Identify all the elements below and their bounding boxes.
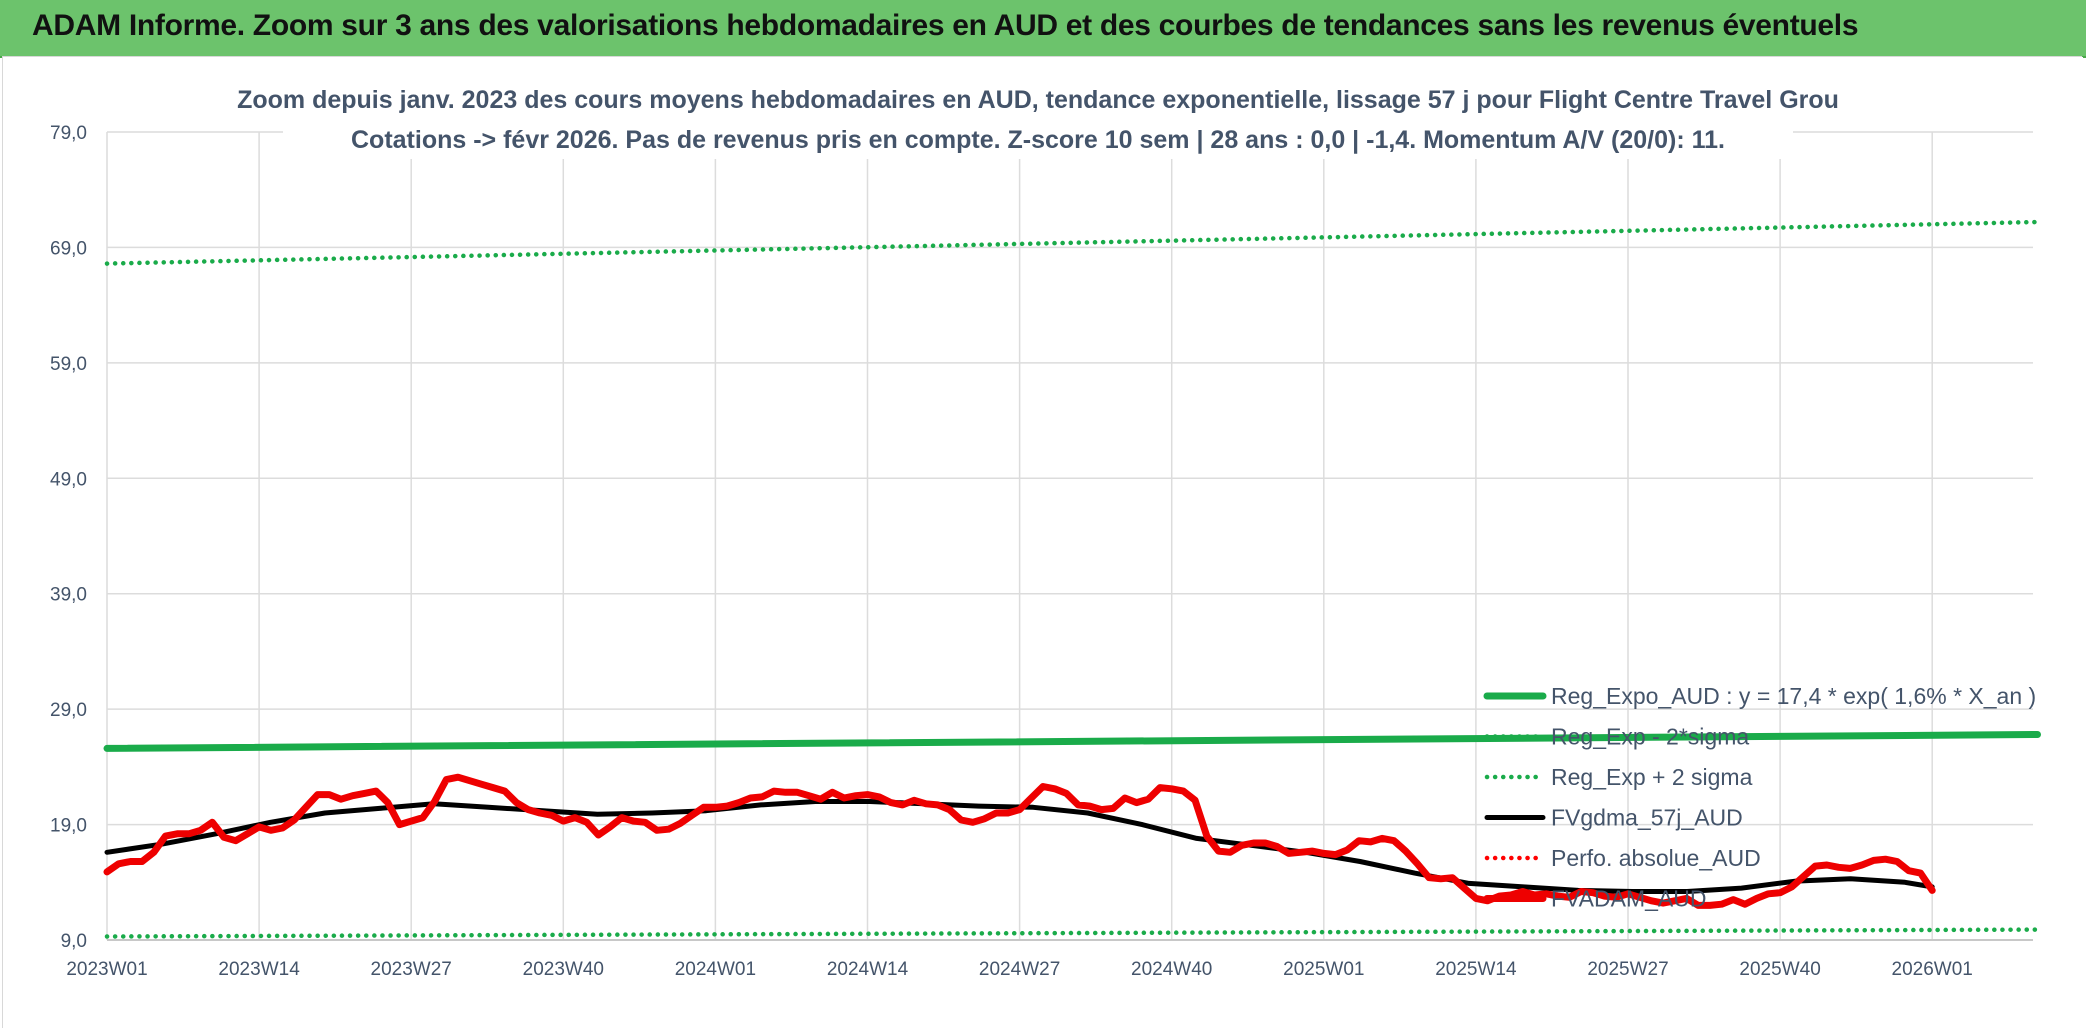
series-line-2 xyxy=(104,219,2040,266)
x-tick-label: 2023W14 xyxy=(218,959,300,980)
legend-entry-label: Reg_Exp - 2*sigma xyxy=(1551,724,1749,750)
y-tick-label: 19,0 xyxy=(50,816,87,837)
y-tick-label: 39,0 xyxy=(50,585,87,606)
y-tick-label: 49,0 xyxy=(50,469,87,490)
chart: 9,019,029,039,049,059,069,079,0 2023W01 2… xyxy=(3,57,2083,1029)
series-line-0 xyxy=(103,731,2041,752)
legend-entry-label: Reg_Expo_AUD : y = 17,4 * exp( 1,6% * X_… xyxy=(1551,683,2036,709)
series-line-1 xyxy=(104,927,2040,939)
chart-background xyxy=(3,57,2083,1029)
report-banner: ADAM Informe. Zoom sur 3 ans des valoris… xyxy=(0,0,2086,58)
series-line-3 xyxy=(104,799,1935,894)
x-tick-label: 2023W01 xyxy=(66,959,147,980)
x-tick-label: 2025W27 xyxy=(1587,959,1668,980)
x-tick-label: 2024W01 xyxy=(675,959,756,980)
x-tick-label: 2024W27 xyxy=(979,959,1060,980)
x-tick-label: 2023W40 xyxy=(523,959,604,980)
y-tick-label: 9,0 xyxy=(61,931,87,952)
y-tick-label: 79,0 xyxy=(50,123,87,144)
x-tick-label: 2025W40 xyxy=(1739,959,1820,980)
x-tick-label: 2023W27 xyxy=(371,959,452,980)
chart-frame: 9,0 19,0 29,0 39,0 49,0 59,0 69,0 79,0 2023W01 2… xyxy=(2,56,2083,1029)
legend-entry-label: Perfo. absolue_AUD xyxy=(1551,845,1761,871)
chart-title-line-2: Cotations -> févr 2026. Pas de revenus p… xyxy=(351,126,1725,154)
banner-title: ADAM Informe. Zoom sur 3 ans des valoris… xyxy=(32,9,1859,42)
x-tick-label: 2025W01 xyxy=(1283,959,1364,980)
legend-entry-label: FVgdma_57j_AUD xyxy=(1551,805,1743,831)
chart-title-backdrop xyxy=(283,79,1793,159)
x-tick-label: 2026W01 xyxy=(1892,959,1973,980)
series-line-5 xyxy=(103,773,1936,909)
legend-entry-label: FVADAM_AUD xyxy=(1551,886,1707,912)
x-axis: 2023W01 2023W14 2023W27 2023W40 2024W01 2024W… xyxy=(66,959,1973,980)
x-tick-label: 2024W40 xyxy=(1131,959,1212,980)
x-tick-label: 2025W14 xyxy=(1435,959,1517,980)
chart-series xyxy=(103,219,2041,939)
chart-title-line-1: Zoom depuis janv. 2023 des cours moyens … xyxy=(237,86,1839,114)
y-axis: 9,0 19,0 29,0 39,0 49,0 59,0 69,0 79,0 xyxy=(50,123,87,952)
y-tick-label: 29,0 xyxy=(50,700,87,721)
x-tick-label: 2024W14 xyxy=(827,959,909,980)
y-tick-label: 69,0 xyxy=(50,238,87,259)
legend-entry-label: Reg_Exp + 2 sigma xyxy=(1551,764,1753,790)
chart-legend: Reg_Expo_AUD : y = 17,4 * exp( 1,6% * X_… xyxy=(1483,683,2036,912)
y-tick-label: 59,0 xyxy=(50,354,87,375)
